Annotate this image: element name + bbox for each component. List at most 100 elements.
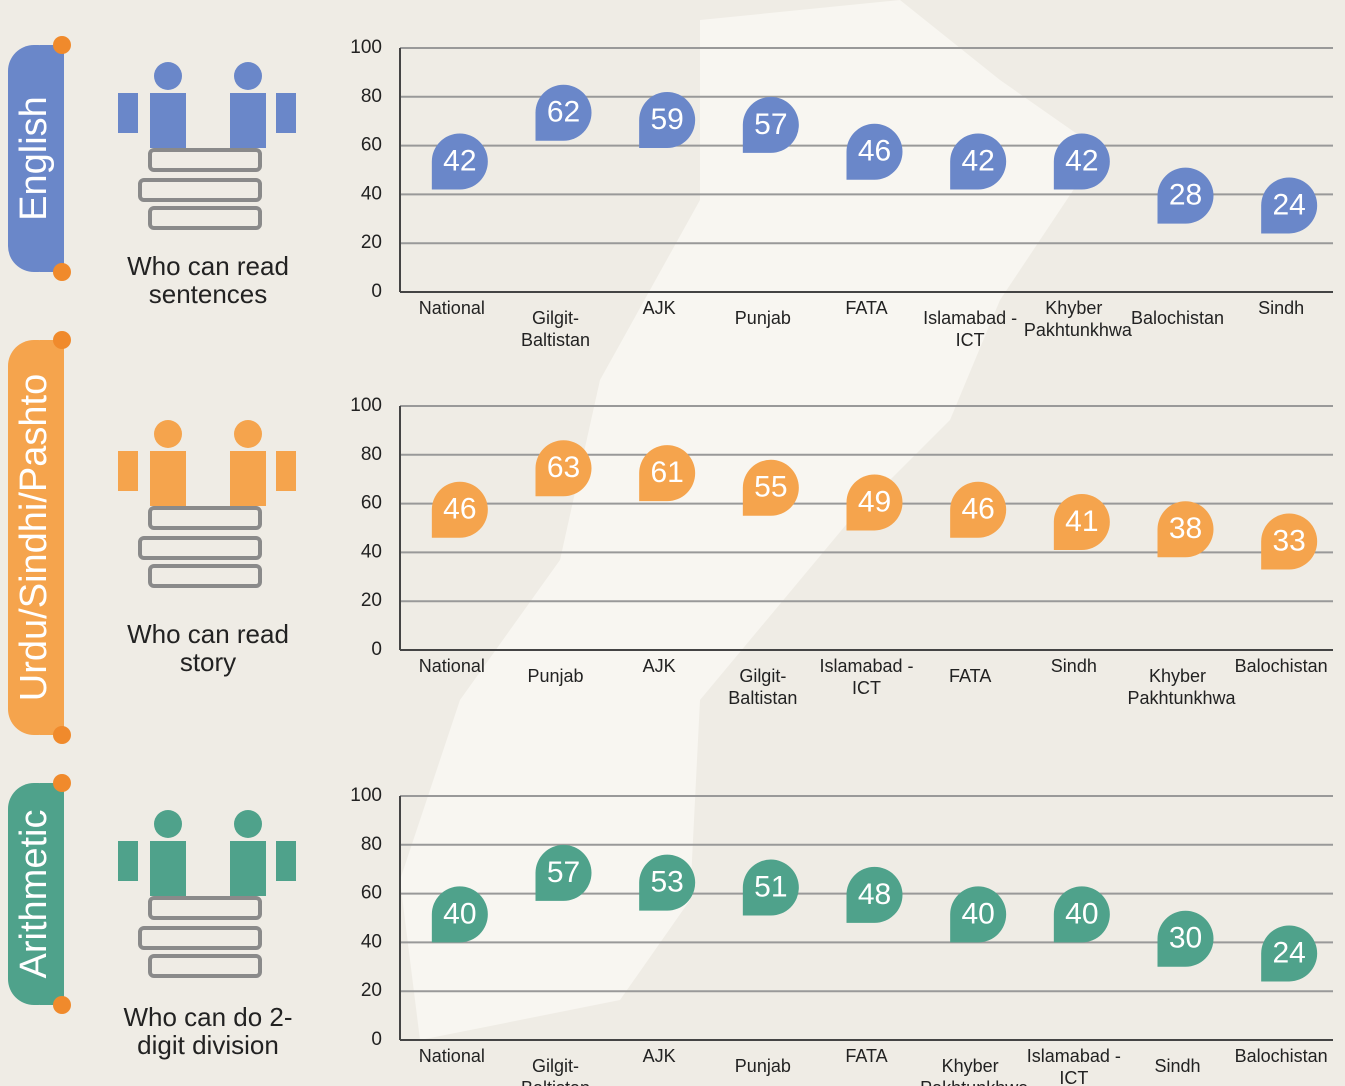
caption: Who can do 2-digit division bbox=[123, 1002, 293, 1060]
marker: 41 bbox=[1053, 493, 1110, 550]
data-label: 46 bbox=[858, 135, 891, 168]
y-tick-label: 40 bbox=[361, 931, 382, 952]
data-label: 51 bbox=[754, 870, 787, 903]
data-label: 46 bbox=[443, 493, 476, 526]
x-tick-label: Punjab bbox=[734, 308, 791, 328]
marker: 33 bbox=[1261, 513, 1318, 570]
data-label: 40 bbox=[961, 897, 994, 930]
y-tick-label: 100 bbox=[350, 395, 382, 416]
reader-body bbox=[118, 451, 186, 506]
marker: 28 bbox=[1157, 167, 1214, 224]
x-tick-label: Balochistan bbox=[1234, 1046, 1328, 1066]
reader-body bbox=[230, 841, 296, 896]
book bbox=[138, 536, 262, 560]
marker-drop bbox=[1261, 925, 1318, 982]
marker: 49 bbox=[846, 474, 903, 531]
data-label: 46 bbox=[961, 493, 994, 526]
marker: 51 bbox=[742, 859, 799, 916]
marker-drop bbox=[535, 844, 592, 901]
book bbox=[148, 148, 262, 172]
marker-drop bbox=[431, 886, 488, 943]
marker: 24 bbox=[1261, 925, 1318, 982]
x-tick-label: National bbox=[418, 298, 485, 318]
data-label: 61 bbox=[650, 456, 683, 489]
data-label: 48 bbox=[858, 878, 891, 911]
reader-head bbox=[154, 62, 182, 90]
data-label: 49 bbox=[858, 485, 891, 518]
y-tick-label: 0 bbox=[371, 281, 382, 302]
book bbox=[138, 178, 262, 202]
x-tick-label: Islamabad -ICT bbox=[923, 308, 1018, 350]
marker: 57 bbox=[535, 844, 592, 901]
x-tick-label: National bbox=[418, 1046, 485, 1066]
data-label: 57 bbox=[754, 108, 787, 141]
x-tick-label: FATA bbox=[948, 666, 992, 686]
marker-drop bbox=[742, 96, 799, 153]
data-label: 24 bbox=[1272, 936, 1305, 969]
reader-body bbox=[230, 451, 296, 506]
marker: 40 bbox=[950, 886, 1007, 943]
y-tick-label: 20 bbox=[361, 232, 382, 253]
data-label: 28 bbox=[1169, 179, 1202, 212]
y-tick-label: 20 bbox=[361, 590, 382, 611]
tab-dot bbox=[53, 331, 71, 349]
marker: 48 bbox=[846, 866, 903, 923]
x-tick-label: AJK bbox=[642, 656, 676, 676]
marker: 61 bbox=[639, 445, 696, 502]
data-label: 57 bbox=[547, 856, 580, 889]
marker-drop bbox=[1053, 493, 1110, 550]
y-tick-label: 60 bbox=[361, 493, 382, 514]
data-label: 33 bbox=[1272, 524, 1305, 557]
y-tick-label: 60 bbox=[361, 883, 382, 904]
marker-drop bbox=[846, 866, 903, 923]
data-label: 59 bbox=[650, 103, 683, 136]
marker-drop bbox=[950, 481, 1007, 538]
marker-drop bbox=[742, 459, 799, 516]
data-label: 42 bbox=[961, 144, 994, 177]
reader-head bbox=[154, 810, 182, 838]
marker-drop bbox=[639, 445, 696, 502]
marker: 46 bbox=[950, 481, 1007, 538]
x-tick-label: National bbox=[418, 656, 485, 676]
caption: Who can read story bbox=[127, 619, 289, 677]
x-tick-label: FATA bbox=[845, 1046, 888, 1066]
marker-drop bbox=[1157, 501, 1214, 558]
marker: 63 bbox=[535, 440, 592, 497]
marker-drop bbox=[535, 84, 592, 141]
marker-drop bbox=[1053, 133, 1110, 190]
y-tick-label: 0 bbox=[371, 639, 382, 660]
data-label: 42 bbox=[443, 144, 476, 177]
x-tick-label: Gilgit-Baltistan bbox=[728, 666, 798, 708]
tab-label: English bbox=[13, 96, 55, 221]
tab-edge bbox=[40, 783, 64, 1005]
tab-dot bbox=[53, 774, 71, 792]
marker: 62 bbox=[535, 84, 592, 141]
x-tick-label: Islamabad -ICT bbox=[819, 656, 914, 698]
reader-head bbox=[234, 810, 262, 838]
marker: 40 bbox=[1053, 886, 1110, 943]
marker-drop bbox=[950, 886, 1007, 943]
data-label: 24 bbox=[1272, 188, 1305, 221]
marker-drop bbox=[1157, 167, 1214, 224]
tab-label: Urdu/Sindhi/Pashto bbox=[13, 374, 55, 701]
tab-edge bbox=[40, 340, 64, 735]
tab-dot bbox=[53, 726, 71, 744]
y-tick-label: 100 bbox=[350, 37, 382, 58]
x-tick-label: AJK bbox=[642, 1046, 676, 1066]
book bbox=[148, 506, 262, 530]
marker: 42 bbox=[1053, 133, 1110, 190]
marker: 57 bbox=[742, 96, 799, 153]
map-silhouette bbox=[400, 0, 1100, 1040]
data-label: 62 bbox=[547, 96, 580, 129]
marker-drop bbox=[639, 92, 696, 149]
x-tick-label: Gilgit-Baltistan bbox=[520, 308, 591, 350]
data-label: 40 bbox=[443, 897, 476, 930]
y-tick-label: 100 bbox=[350, 785, 382, 806]
y-tick-label: 60 bbox=[361, 135, 382, 156]
x-tick-label: Punjab bbox=[527, 666, 584, 686]
marker: 53 bbox=[639, 854, 696, 911]
y-tick-label: 0 bbox=[371, 1029, 382, 1050]
x-tick-label: Balochistan bbox=[1234, 656, 1328, 676]
x-tick-label: Khyber Pakhtunkhwa bbox=[1023, 298, 1132, 340]
